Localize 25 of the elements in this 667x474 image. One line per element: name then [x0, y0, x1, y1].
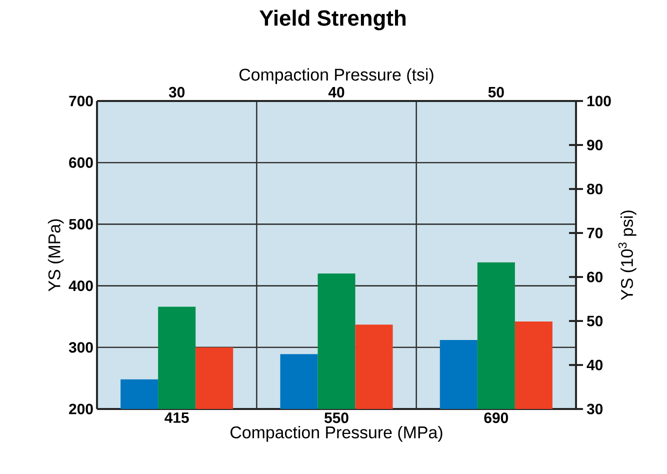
- y2-tick-label: 40: [586, 360, 603, 370]
- y-tick-label: 600: [69, 157, 93, 168]
- y-axis-title: YS (MPa): [48, 219, 64, 292]
- y2-tick-label: 70: [587, 228, 603, 238]
- y2-axis-title: YS (10$^{3}$ psi): [618, 210, 636, 300]
- x2-tick-label: 40: [328, 86, 344, 98]
- y2-tick-label: 100: [587, 96, 611, 106]
- y-tick-label: 200: [69, 404, 93, 414]
- x2-tick-label: 30: [168, 86, 185, 98]
- y2-tick-label: 80: [587, 184, 603, 194]
- y2-tick-label: 60: [587, 272, 603, 282]
- chart-title: Yield Strength: [260, 10, 406, 30]
- y-tick-label: 500: [69, 218, 93, 230]
- x-tick-label: 415: [164, 412, 189, 423]
- y-tick-label: 700: [69, 96, 93, 106]
- x2-axis-title: Compaction Pressure (tsi): [239, 68, 434, 84]
- y2-tick-label: 90: [587, 140, 603, 150]
- y2-tick-label: 30: [586, 404, 603, 414]
- y2-tick-label: 50: [586, 316, 603, 326]
- x-tick-label: 690: [484, 412, 508, 424]
- x-tick-label: 550: [324, 412, 348, 424]
- y-tick-label: 300: [68, 342, 93, 353]
- y-tick-label: 400: [68, 280, 93, 292]
- x-axis-title: Compaction Pressure (MPa): [230, 426, 442, 442]
- x2-tick-label: 50: [488, 86, 504, 98]
